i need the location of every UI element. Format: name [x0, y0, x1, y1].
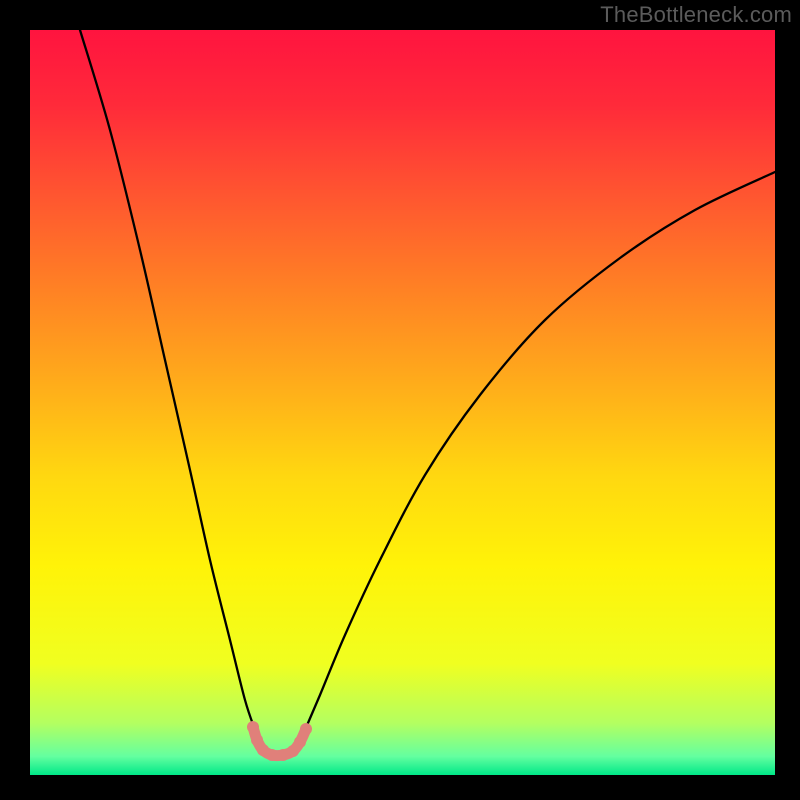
plot-background — [30, 30, 775, 775]
plot-svg — [0, 0, 800, 800]
chart-frame: TheBottleneck.com — [0, 0, 800, 800]
watermark-text: TheBottleneck.com — [600, 2, 792, 28]
